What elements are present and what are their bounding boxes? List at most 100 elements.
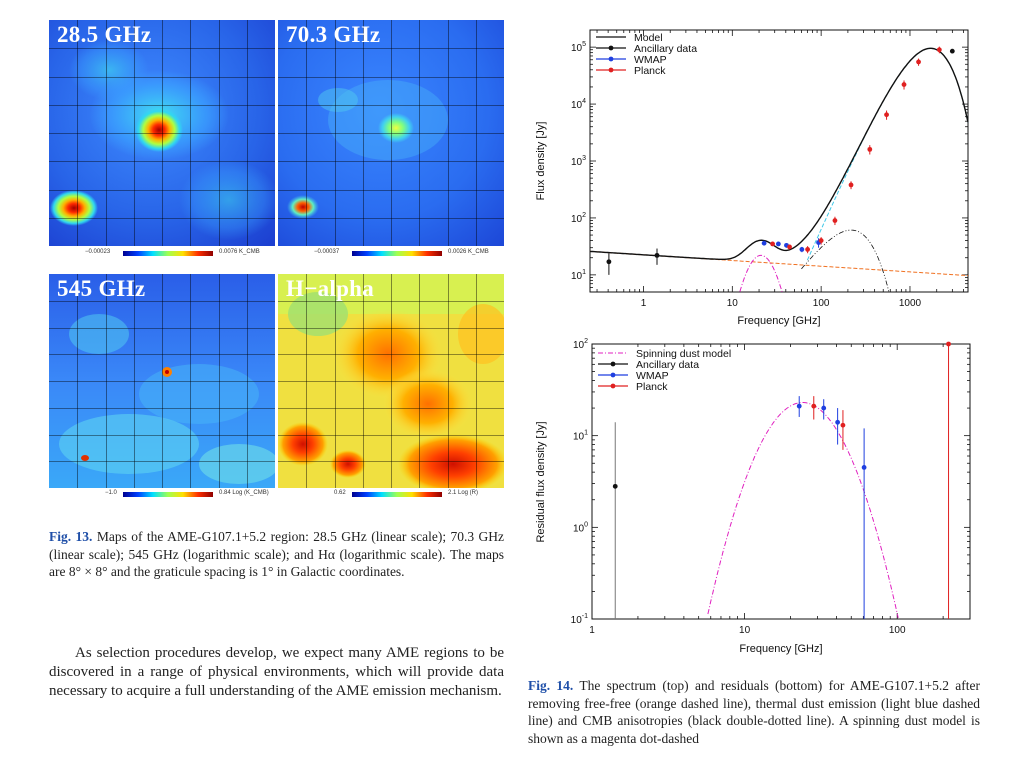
thermal-dust-curve: [806, 47, 969, 261]
plot-frame: [591, 343, 971, 620]
data-point: [775, 241, 781, 247]
data-point: [901, 82, 907, 87]
map-panel-70ghz: 70.3 GHz: [278, 20, 504, 246]
map-label: 70.3 GHz: [286, 22, 381, 47]
colorbar-min: −0.00037: [314, 249, 340, 255]
map-label: 545 GHz: [57, 276, 146, 301]
legend-marker: [610, 383, 616, 389]
data-point: [867, 146, 873, 152]
colorbar-halpha: 0.62 2.1 Log (R): [278, 488, 504, 502]
figure-13-caption: Fig. 13. Maps of the AME-G107.1+5.2 regi…: [49, 528, 504, 581]
y-tick-label: 103: [571, 155, 586, 168]
body-paragraph: As selection procedures develop, we expe…: [49, 645, 504, 699]
spectrum-plot: 1 10 100 1000 101 102 103 104 105 ModelAncillary…: [535, 29, 969, 327]
map-panel-28ghz: 28.5 GHz: [49, 20, 275, 246]
data-point: [916, 59, 921, 65]
map-panel-545ghz: 545 GHz: [49, 274, 275, 488]
graticule: [278, 274, 504, 488]
legend-label: Planck: [634, 65, 666, 77]
colorbar-545ghz: −1.0 0.84 Log (K_CMB): [49, 488, 275, 502]
data-point: [612, 483, 618, 489]
colorbar-28ghz: −0.00023 0.0076 K_CMB: [49, 247, 275, 261]
data-point: [799, 247, 805, 252]
legend-label: Spinning dust model: [636, 348, 731, 360]
colorbar-gradient: [352, 492, 442, 497]
y-tick-label: 105: [571, 41, 586, 54]
y-tick-label: 104: [571, 98, 586, 111]
x-tick-label: 10: [739, 625, 751, 636]
data-point: [884, 112, 889, 118]
axis-ticks: 1 10 100 10-1 100 101 102: [571, 338, 971, 636]
data-point: [821, 405, 827, 411]
colorbar-max: 0.0026 K_CMB: [448, 249, 489, 255]
data-point: [848, 182, 854, 188]
legend-marker: [610, 372, 616, 378]
data-point: [835, 419, 841, 425]
legend-marker: [608, 56, 614, 62]
data-point: [818, 238, 824, 243]
data-point: [787, 244, 792, 250]
legend-label: WMAP: [634, 54, 667, 66]
data-point: [811, 403, 817, 409]
data-point: [805, 247, 811, 252]
x-tick-label: 1000: [899, 298, 922, 309]
legend-marker: [610, 361, 616, 367]
y-tick-label: 101: [571, 269, 586, 282]
axis-ticks: 1 10 100 1000 101 102 103 104 105: [571, 29, 968, 309]
figure-13-label[interactable]: Fig. 13.: [49, 529, 93, 544]
colorbar-gradient: [352, 251, 442, 256]
legend-label: Planck: [636, 381, 668, 393]
colorbar-70ghz: −0.00037 0.0026 K_CMB: [278, 247, 504, 261]
figure-14-label[interactable]: Fig. 14.: [528, 678, 574, 693]
spinning-dust-curve: [739, 254, 783, 292]
x-tick-label: 100: [889, 625, 906, 636]
map-image-28ghz: [49, 20, 275, 246]
data-point: [796, 403, 802, 409]
y-tick-label: 102: [571, 212, 586, 225]
figure-14-caption: Fig. 14. The spectrum (top) and residual…: [528, 677, 980, 747]
graticule: [49, 20, 275, 246]
data-point: [832, 218, 838, 223]
x-tick-label: 10: [727, 298, 739, 309]
colorbar-max: 0.84 Log (K_CMB): [219, 490, 269, 496]
map-label: H−alpha: [286, 276, 375, 301]
colorbar-min: −1.0: [105, 490, 117, 496]
map-image-545ghz: [49, 274, 275, 488]
colorbar-max: 2.1 Log (R): [448, 490, 479, 496]
graticule: [49, 274, 275, 488]
legend-label: Ancillary data: [636, 359, 699, 371]
x-tick-label: 100: [813, 298, 830, 309]
colorbar-min: −0.00023: [85, 249, 111, 255]
figure-13-text: Maps of the AME-G107.1+5.2 region: 28.5 …: [49, 529, 505, 579]
data-point: [606, 259, 612, 265]
map-label: 28.5 GHz: [57, 22, 152, 47]
y-tick-label: 102: [573, 338, 588, 351]
data-point: [840, 422, 846, 428]
y-tick-label: 10-1: [571, 613, 588, 626]
colorbar-max: 0.0076 K_CMB: [219, 249, 260, 255]
x-axis-label: Frequency [GHz]: [737, 315, 820, 327]
legend-label: Ancillary data: [634, 43, 697, 55]
y-tick-label: 101: [573, 430, 588, 443]
x-tick-label: 1: [589, 625, 595, 636]
model-curves: [589, 47, 969, 293]
data-point: [654, 252, 660, 258]
map-panel-halpha: H−alpha: [278, 274, 504, 488]
legend-label: Model: [634, 32, 663, 44]
graticule: [278, 20, 504, 246]
data-point: [946, 341, 951, 347]
colorbar-min: 0.62: [334, 490, 346, 496]
residual-plot: 1 10 100 10-1 100 101 102 Spinning dust modelA…: [535, 338, 971, 655]
data-point: [936, 47, 942, 53]
colorbar-gradient: [123, 492, 213, 497]
legend-marker: [608, 67, 614, 73]
legend-label: WMAP: [636, 370, 669, 382]
y-tick-label: 100: [573, 521, 588, 534]
colorbar-gradient: [123, 251, 213, 256]
data-points: [606, 46, 955, 275]
data-point: [761, 240, 767, 246]
data-points: [612, 341, 951, 619]
cmb-curve: [801, 229, 890, 293]
data-point: [949, 48, 955, 54]
